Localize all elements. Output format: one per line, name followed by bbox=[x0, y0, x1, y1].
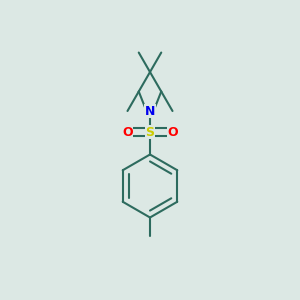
Text: N: N bbox=[145, 104, 155, 118]
Text: S: S bbox=[146, 125, 154, 139]
Text: O: O bbox=[122, 125, 133, 139]
Text: O: O bbox=[167, 125, 178, 139]
